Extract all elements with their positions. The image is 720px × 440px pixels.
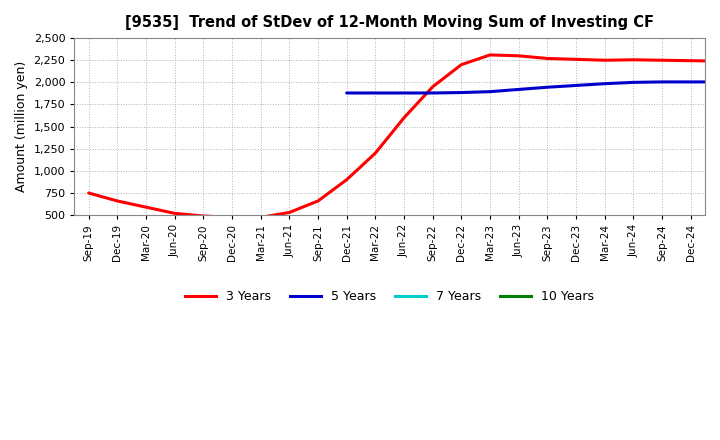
- Y-axis label: Amount (million yen): Amount (million yen): [15, 61, 28, 192]
- Title: [9535]  Trend of StDev of 12-Month Moving Sum of Investing CF: [9535] Trend of StDev of 12-Month Moving…: [125, 15, 654, 30]
- Legend: 3 Years, 5 Years, 7 Years, 10 Years: 3 Years, 5 Years, 7 Years, 10 Years: [180, 285, 600, 308]
